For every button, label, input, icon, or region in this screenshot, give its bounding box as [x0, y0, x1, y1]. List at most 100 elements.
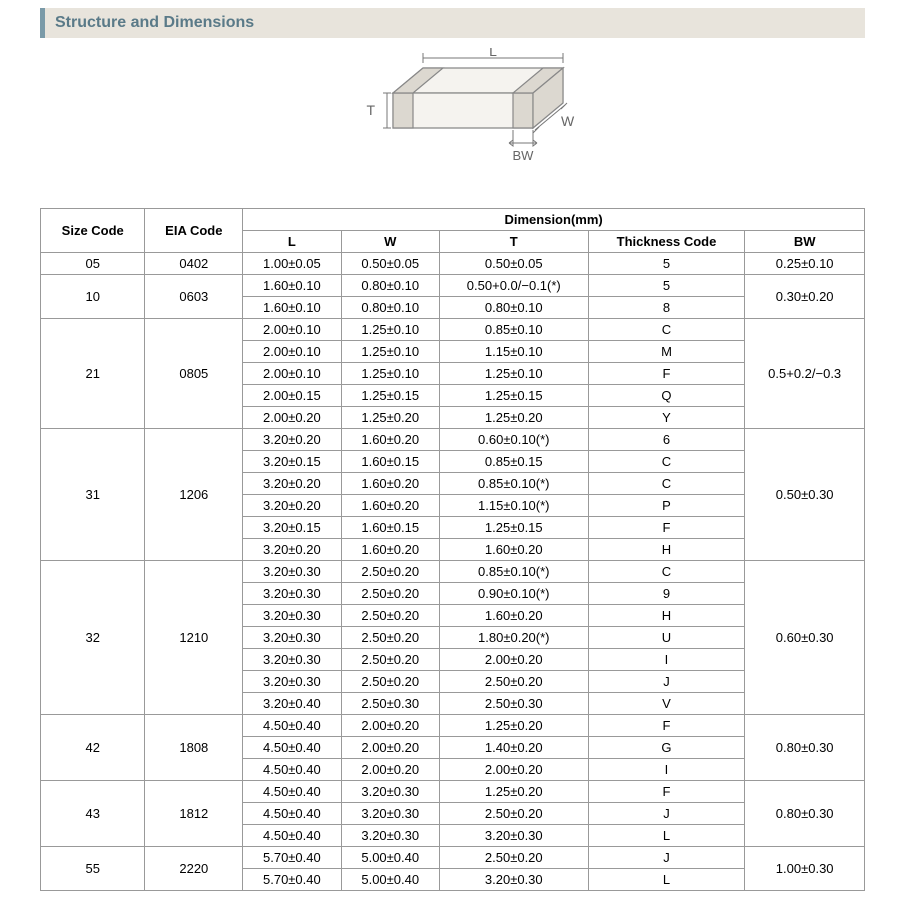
cell-T: 1.60±0.20: [439, 605, 588, 627]
cell-tc: C: [588, 473, 745, 495]
cell-W: 2.00±0.20: [341, 715, 439, 737]
cell-W: 1.60±0.15: [341, 451, 439, 473]
cell-eia-code: 0402: [145, 253, 243, 275]
cell-T: 0.85±0.10(*): [439, 561, 588, 583]
cell-T: 0.85±0.15: [439, 451, 588, 473]
cell-tc: Y: [588, 407, 745, 429]
cell-L: 3.20±0.40: [243, 693, 341, 715]
cell-size-code: 32: [41, 561, 145, 715]
cell-L: 4.50±0.40: [243, 781, 341, 803]
cell-L: 5.70±0.40: [243, 869, 341, 891]
cell-tc: J: [588, 803, 745, 825]
cell-tc: F: [588, 517, 745, 539]
cell-eia-code: 2220: [145, 847, 243, 891]
cell-eia-code: 1808: [145, 715, 243, 781]
col-L: L: [243, 231, 341, 253]
cell-size-code: 55: [41, 847, 145, 891]
cell-W: 2.50±0.20: [341, 627, 439, 649]
cell-L: 3.20±0.15: [243, 517, 341, 539]
cell-T: 3.20±0.30: [439, 869, 588, 891]
col-W: W: [341, 231, 439, 253]
cell-tc: V: [588, 693, 745, 715]
cell-tc: I: [588, 759, 745, 781]
cell-L: 3.20±0.30: [243, 627, 341, 649]
cell-tc: F: [588, 781, 745, 803]
cell-W: 0.80±0.10: [341, 297, 439, 319]
cell-eia-code: 1210: [145, 561, 243, 715]
cell-bw: 0.25±0.10: [745, 253, 865, 275]
cell-T: 0.60±0.10(*): [439, 429, 588, 451]
cell-W: 2.50±0.20: [341, 671, 439, 693]
cell-tc: H: [588, 605, 745, 627]
cell-L: 3.20±0.30: [243, 605, 341, 627]
dim-label-BW: BW: [512, 148, 534, 163]
cell-eia-code: 1206: [145, 429, 243, 561]
cell-W: 1.60±0.20: [341, 539, 439, 561]
cell-L: 2.00±0.15: [243, 385, 341, 407]
col-BW: BW: [745, 231, 865, 253]
cell-L: 1.60±0.10: [243, 275, 341, 297]
cell-T: 1.25±0.20: [439, 715, 588, 737]
cell-W: 1.25±0.20: [341, 407, 439, 429]
cell-tc: 8: [588, 297, 745, 319]
cell-L: 1.60±0.10: [243, 297, 341, 319]
cell-T: 2.00±0.20: [439, 759, 588, 781]
cell-tc: J: [588, 671, 745, 693]
dim-label-L: L: [489, 48, 497, 59]
dimensions-table: Size Code EIA Code Dimension(mm) L W T T…: [40, 208, 865, 891]
cell-eia-code: 1812: [145, 781, 243, 847]
table-row: 3212103.20±0.302.50±0.200.85±0.10(*)C0.6…: [41, 561, 865, 583]
cell-L: 4.50±0.40: [243, 715, 341, 737]
cell-size-code: 05: [41, 253, 145, 275]
cell-W: 3.20±0.30: [341, 803, 439, 825]
cell-T: 3.20±0.30: [439, 825, 588, 847]
section-header: Structure and Dimensions: [40, 8, 865, 38]
cell-W: 2.50±0.20: [341, 605, 439, 627]
cell-W: 2.50±0.20: [341, 583, 439, 605]
cell-tc: C: [588, 319, 745, 341]
cell-tc: 9: [588, 583, 745, 605]
cell-bw: 1.00±0.30: [745, 847, 865, 891]
cell-tc: J: [588, 847, 745, 869]
cell-W: 1.25±0.10: [341, 341, 439, 363]
cell-L: 2.00±0.10: [243, 363, 341, 385]
cell-eia-code: 0805: [145, 319, 243, 429]
cell-size-code: 10: [41, 275, 145, 319]
cell-tc: 5: [588, 253, 745, 275]
cell-eia-code: 0603: [145, 275, 243, 319]
cell-L: 2.00±0.20: [243, 407, 341, 429]
col-dimension-group: Dimension(mm): [243, 209, 865, 231]
cell-size-code: 43: [41, 781, 145, 847]
table-row: 5522205.70±0.405.00±0.402.50±0.20J1.00±0…: [41, 847, 865, 869]
col-thickness-code: Thickness Code: [588, 231, 745, 253]
cell-L: 3.20±0.20: [243, 429, 341, 451]
cell-L: 3.20±0.30: [243, 649, 341, 671]
col-T: T: [439, 231, 588, 253]
cell-T: 2.50±0.20: [439, 803, 588, 825]
cell-T: 1.15±0.10: [439, 341, 588, 363]
cell-T: 0.80±0.10: [439, 297, 588, 319]
cell-tc: G: [588, 737, 745, 759]
cell-T: 1.25±0.20: [439, 781, 588, 803]
cell-W: 1.60±0.20: [341, 495, 439, 517]
cell-L: 3.20±0.30: [243, 583, 341, 605]
cell-L: 4.50±0.40: [243, 825, 341, 847]
cell-W: 0.80±0.10: [341, 275, 439, 297]
cell-T: 1.15±0.10(*): [439, 495, 588, 517]
cell-L: 3.20±0.20: [243, 539, 341, 561]
cell-T: 1.40±0.20: [439, 737, 588, 759]
cell-T: 1.25±0.15: [439, 517, 588, 539]
cell-tc: C: [588, 561, 745, 583]
cell-T: 1.60±0.20: [439, 539, 588, 561]
table-row: 4318124.50±0.403.20±0.301.25±0.20F0.80±0…: [41, 781, 865, 803]
cell-L: 2.00±0.10: [243, 319, 341, 341]
cell-T: 0.90±0.10(*): [439, 583, 588, 605]
cell-tc: F: [588, 715, 745, 737]
cell-W: 5.00±0.40: [341, 847, 439, 869]
cell-tc: 6: [588, 429, 745, 451]
cell-L: 3.20±0.15: [243, 451, 341, 473]
table-row: 0504021.00±0.050.50±0.050.50±0.0550.25±0…: [41, 253, 865, 275]
cell-bw: 0.80±0.30: [745, 781, 865, 847]
component-diagram: L W T BW: [0, 48, 905, 198]
cell-size-code: 31: [41, 429, 145, 561]
